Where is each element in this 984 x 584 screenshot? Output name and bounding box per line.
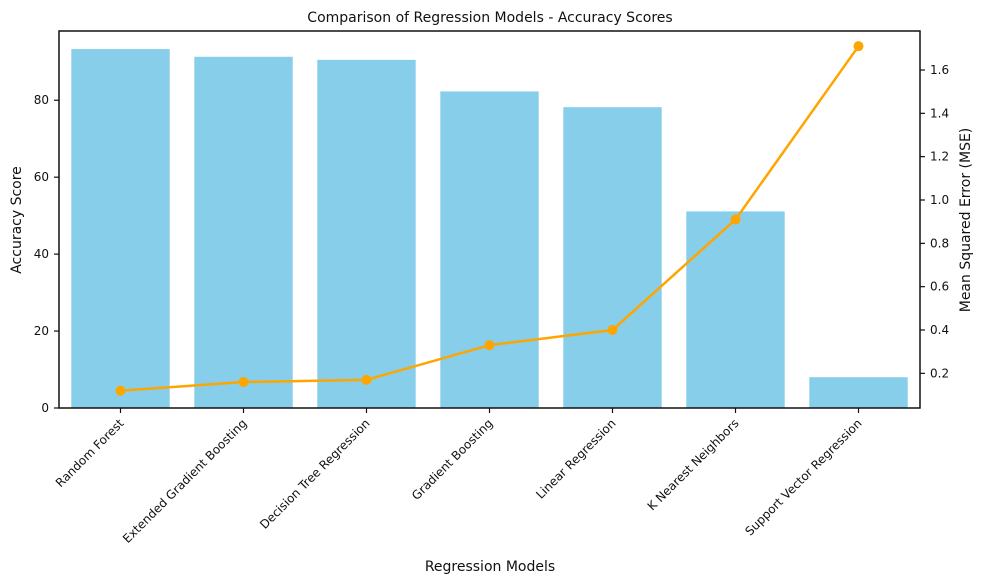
y2-axis-title: Mean Squared Error (MSE) — [958, 128, 974, 313]
mse-point — [239, 377, 249, 387]
y2-tick-label: 1.4 — [930, 106, 949, 120]
bar — [809, 377, 907, 408]
y2-tick-label: 0.4 — [930, 323, 949, 337]
x-tick-label: Support Vector Regression — [742, 416, 864, 538]
mse-point — [362, 375, 372, 385]
y-tick-label: 60 — [34, 170, 49, 184]
y-tick-label: 80 — [34, 93, 49, 107]
bar — [194, 57, 292, 408]
y2-tick-label: 1.0 — [930, 193, 949, 207]
x-tick-label: Linear Regression — [533, 416, 618, 501]
mse-point — [731, 215, 741, 225]
bar — [71, 49, 169, 408]
x-tick-label: K Nearest Neighbors — [645, 416, 742, 513]
x-tick-label: Decision Tree Regression — [257, 416, 373, 532]
y2-tick-label: 0.2 — [930, 366, 949, 380]
bars-layer — [71, 49, 907, 408]
mse-point — [608, 325, 618, 335]
bar — [686, 211, 784, 408]
chart-title: Comparison of Regression Models - Accura… — [307, 10, 672, 26]
mse-point — [485, 340, 495, 350]
x-tick-label: Random Forest — [53, 416, 127, 490]
bar — [440, 91, 538, 408]
x-tick-label: Gradient Boosting — [409, 416, 496, 503]
y-tick-label: 40 — [34, 247, 49, 261]
y2-tick-label: 1.6 — [930, 63, 949, 77]
y-tick-label: 0 — [41, 401, 49, 415]
y-tick-label: 20 — [34, 324, 49, 338]
x-tick-label: Extended Gradient Boosting — [120, 416, 250, 546]
x-axis-title: Regression Models — [425, 559, 555, 575]
y-axis-title: Accuracy Score — [9, 166, 25, 274]
mse-point — [854, 41, 864, 51]
y2-tick-label: 0.6 — [930, 280, 949, 294]
y2-tick-label: 1.2 — [930, 150, 949, 164]
mse-point — [116, 386, 126, 396]
left-axis: 0 20 40 60 80 — [34, 93, 59, 415]
right-axis: 0.2 0.4 0.6 0.8 1.0 1.2 1.4 1.6 — [920, 63, 949, 380]
bar — [563, 107, 661, 408]
y2-tick-label: 0.8 — [930, 236, 949, 250]
bar — [317, 60, 415, 408]
